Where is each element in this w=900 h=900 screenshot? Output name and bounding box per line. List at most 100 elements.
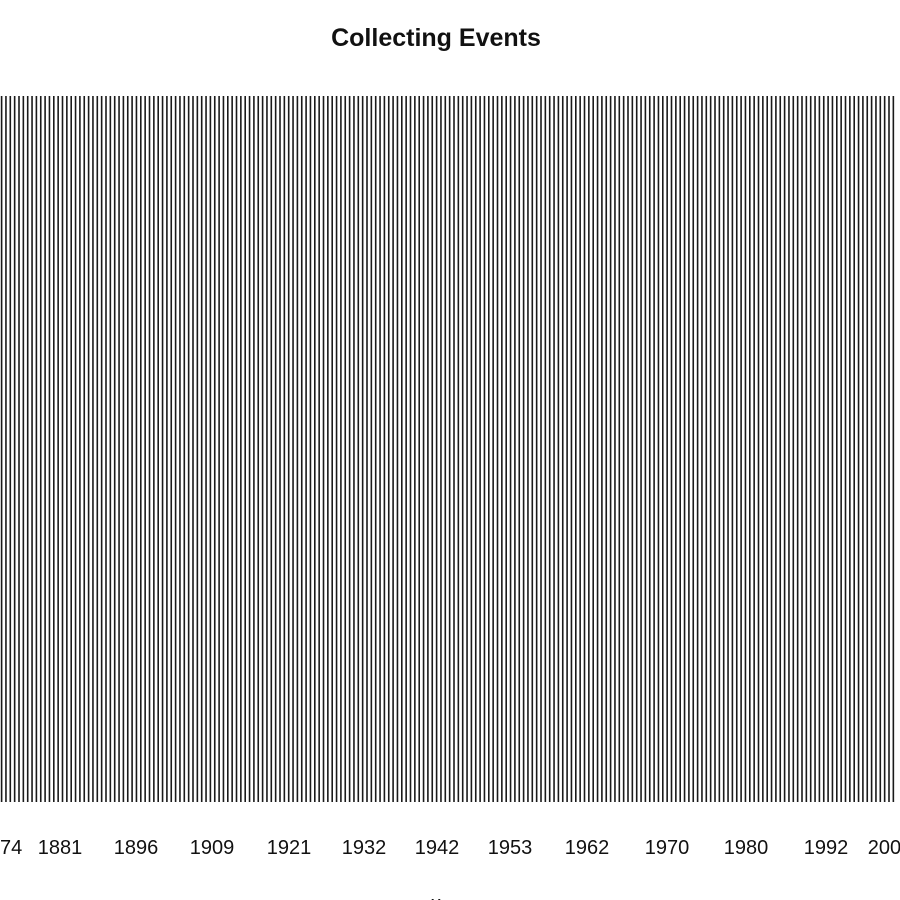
event-bar bbox=[840, 96, 842, 802]
event-bar bbox=[361, 96, 364, 802]
event-bar bbox=[161, 96, 164, 802]
event-bar bbox=[827, 96, 829, 802]
event-bar bbox=[640, 96, 642, 802]
event-bar bbox=[0, 96, 3, 802]
event-bar bbox=[222, 96, 225, 802]
event-bar bbox=[9, 96, 12, 802]
event-bar bbox=[401, 96, 403, 802]
event-bar bbox=[844, 96, 847, 802]
event-bar bbox=[875, 96, 877, 802]
x-tick-label: 1980 bbox=[724, 837, 769, 859]
event-bar bbox=[762, 96, 764, 802]
event-bar bbox=[327, 96, 329, 802]
event-bar bbox=[83, 96, 86, 802]
event-bar bbox=[892, 96, 895, 802]
event-bar bbox=[74, 96, 77, 802]
event-bar bbox=[735, 96, 738, 802]
event-bar bbox=[379, 96, 381, 802]
event-bar bbox=[179, 96, 181, 802]
event-bar bbox=[631, 96, 634, 802]
event-bar bbox=[113, 96, 116, 802]
event-bar bbox=[862, 96, 864, 802]
x-tick-label: 1881 bbox=[38, 837, 83, 859]
event-bar bbox=[270, 96, 273, 802]
event-bar bbox=[253, 96, 255, 802]
event-bar bbox=[588, 96, 590, 802]
event-bar bbox=[766, 96, 768, 802]
event-bar bbox=[714, 96, 716, 802]
event-bar bbox=[579, 96, 581, 802]
event-bar bbox=[153, 96, 155, 802]
event-bar bbox=[331, 96, 333, 802]
event-bar bbox=[118, 96, 120, 802]
event-bar bbox=[144, 96, 146, 802]
x-axis-label: x bbox=[431, 893, 441, 900]
event-bar bbox=[405, 96, 407, 802]
event-bar bbox=[818, 96, 821, 802]
event-bar bbox=[427, 96, 429, 802]
event-bar bbox=[566, 96, 568, 802]
x-tick-label: 1909 bbox=[190, 837, 235, 859]
x-tick-label: 2003 bbox=[868, 837, 900, 859]
x-tick-label: 1874 bbox=[0, 837, 22, 859]
event-bar bbox=[409, 96, 412, 802]
event-bar bbox=[335, 96, 338, 802]
event-bar bbox=[849, 96, 851, 802]
event-bar bbox=[744, 96, 747, 802]
event-bar bbox=[444, 96, 447, 802]
event-bar bbox=[514, 96, 516, 802]
event-bar bbox=[309, 96, 312, 802]
event-bar bbox=[461, 96, 464, 802]
event-bar bbox=[757, 96, 760, 802]
event-bar bbox=[61, 96, 64, 802]
event-bar bbox=[39, 96, 42, 802]
event-bar bbox=[466, 96, 468, 802]
event-bar bbox=[44, 96, 46, 802]
x-tick-label: 1992 bbox=[804, 837, 849, 859]
event-bar bbox=[140, 96, 142, 802]
x-tick-label: 1942 bbox=[415, 837, 460, 859]
x-tick-labels: 1874 1881 1896 1909 1921 1932 1942 1953 1962 1970… bbox=[0, 837, 900, 859]
event-bar bbox=[888, 96, 890, 802]
event-bar bbox=[440, 96, 442, 802]
event-bar bbox=[235, 96, 238, 802]
event-bar bbox=[283, 96, 286, 802]
event-bar bbox=[353, 96, 355, 802]
event-bar bbox=[561, 96, 564, 802]
event-bar bbox=[22, 96, 25, 802]
event-bar bbox=[653, 96, 655, 802]
event-bar bbox=[853, 96, 855, 802]
event-bar bbox=[218, 96, 220, 802]
event-bar bbox=[592, 96, 594, 802]
event-bar bbox=[26, 96, 29, 802]
x-tick-label: 1932 bbox=[342, 837, 387, 859]
event-bar bbox=[718, 96, 721, 802]
event-bar bbox=[527, 96, 529, 802]
event-bar bbox=[135, 96, 138, 802]
event-bar bbox=[605, 96, 608, 802]
event-bar bbox=[474, 96, 477, 802]
event-bar bbox=[770, 96, 773, 802]
event-bar bbox=[801, 96, 803, 802]
event-bar bbox=[300, 96, 303, 802]
x-tick-label: 1970 bbox=[645, 837, 690, 859]
event-bar bbox=[166, 96, 168, 802]
event-bar bbox=[87, 96, 90, 802]
chart-title: Collecting Events bbox=[331, 24, 541, 52]
event-bar bbox=[501, 96, 503, 802]
event-bar bbox=[448, 96, 451, 802]
event-bar bbox=[5, 96, 7, 802]
event-bar bbox=[679, 96, 681, 802]
event-bar bbox=[292, 96, 294, 802]
event-bar bbox=[701, 96, 703, 802]
event-bar bbox=[753, 96, 755, 802]
event-bar bbox=[779, 96, 782, 802]
event-bar bbox=[522, 96, 525, 802]
event-bar bbox=[257, 96, 260, 802]
event-bar bbox=[213, 96, 216, 802]
event-bar bbox=[749, 96, 751, 802]
event-bar bbox=[279, 96, 281, 802]
event-bar bbox=[557, 96, 560, 802]
event-bar bbox=[883, 96, 886, 802]
